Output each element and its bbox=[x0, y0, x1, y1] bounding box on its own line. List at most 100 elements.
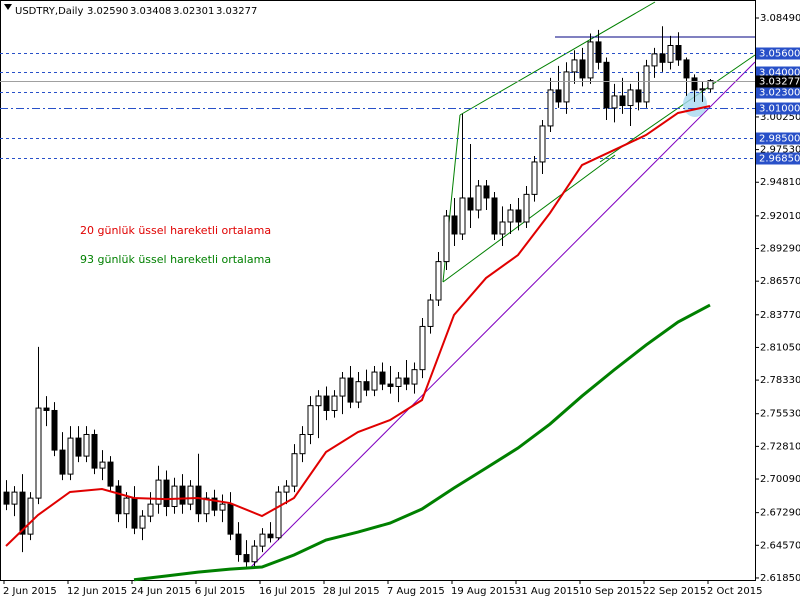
candle-body bbox=[235, 533, 242, 556]
candle-body bbox=[635, 89, 642, 103]
candle-body bbox=[323, 395, 330, 411]
candle-body bbox=[83, 433, 90, 457]
ohlc-open: 3.02590 bbox=[87, 6, 128, 17]
candle-body bbox=[587, 41, 594, 79]
candle-body bbox=[627, 89, 634, 107]
symbol-icon bbox=[4, 4, 12, 10]
candle-body bbox=[131, 497, 138, 529]
y-tick-label: 2.70090 bbox=[760, 474, 800, 485]
candle-body bbox=[387, 383, 394, 387]
candle-body bbox=[379, 371, 386, 385]
candle-body bbox=[179, 485, 186, 505]
y-tick-label: 2.72810 bbox=[760, 441, 800, 452]
x-tick-label: 12 Jun 2015 bbox=[67, 586, 127, 597]
candle-body bbox=[275, 491, 282, 539]
x-tick-label: 2 Oct 2015 bbox=[707, 586, 762, 597]
y-tick-label: 3.00250 bbox=[760, 112, 800, 123]
ohlc-close: 3.03277 bbox=[216, 6, 257, 17]
level-label: 3.01000 bbox=[759, 104, 800, 115]
x-tick-label: 24 Jun 2015 bbox=[131, 586, 191, 597]
trend-line bbox=[249, 61, 756, 569]
candle-body bbox=[67, 437, 74, 475]
y-tick-label: 2.81050 bbox=[760, 342, 800, 353]
candle-body bbox=[459, 197, 466, 235]
candle-body bbox=[51, 409, 58, 451]
candle-body bbox=[499, 221, 506, 235]
candle-body bbox=[267, 533, 274, 539]
candle-body bbox=[115, 485, 122, 515]
candle-body bbox=[27, 497, 34, 535]
candle-body bbox=[579, 59, 586, 79]
candle-body bbox=[339, 377, 346, 397]
candle-body bbox=[11, 491, 18, 505]
candle-body bbox=[555, 89, 562, 103]
candle-body bbox=[259, 533, 266, 547]
y-tick-label: 2.78330 bbox=[760, 375, 800, 386]
candle-body bbox=[219, 503, 226, 511]
candle-body bbox=[195, 485, 202, 515]
candle-body bbox=[35, 407, 42, 499]
level-label: 3.05600 bbox=[759, 49, 800, 60]
y-tick-label: 2.94810 bbox=[760, 177, 800, 188]
y-tick-label: 2.92010 bbox=[760, 211, 800, 222]
y-tick-label: 2.83770 bbox=[760, 310, 800, 321]
candle-body bbox=[347, 377, 354, 403]
candle-body bbox=[539, 125, 546, 163]
level-label-box bbox=[756, 102, 800, 115]
candle-body bbox=[611, 95, 618, 109]
candle-body bbox=[163, 479, 170, 508]
candle-body bbox=[491, 197, 498, 235]
candle-body bbox=[123, 497, 130, 515]
candle-body bbox=[603, 61, 610, 109]
candle-body bbox=[59, 449, 66, 475]
candle-body bbox=[75, 437, 82, 457]
candle-body bbox=[371, 371, 378, 391]
y-tick-label: 2.67290 bbox=[760, 508, 800, 519]
candle-body bbox=[139, 515, 146, 529]
candle-body bbox=[147, 503, 154, 517]
candle-body bbox=[523, 193, 530, 223]
candle-body bbox=[99, 461, 106, 469]
x-tick-label: 31 Aug 2015 bbox=[515, 586, 579, 597]
candle-body bbox=[291, 453, 298, 487]
candle-body bbox=[363, 381, 370, 391]
legend-entry: 93 günlük üssel hareketli ortalama bbox=[80, 253, 271, 266]
level-label-box bbox=[756, 47, 800, 60]
candle-body bbox=[243, 554, 250, 563]
candle-body bbox=[355, 381, 362, 403]
candle-body bbox=[667, 45, 674, 63]
candle-body bbox=[395, 377, 402, 387]
candle-body bbox=[283, 485, 290, 493]
trend-line bbox=[459, 1, 656, 116]
candle-body bbox=[443, 215, 450, 263]
candle-body bbox=[467, 197, 474, 211]
moving-average bbox=[133, 303, 711, 582]
candle-body bbox=[299, 433, 306, 455]
candle-body bbox=[595, 41, 602, 63]
x-tick-label: 16 Jul 2015 bbox=[259, 586, 316, 597]
level-label: 3.02300 bbox=[759, 88, 800, 99]
candle-body bbox=[699, 88, 706, 91]
ohlc-high: 3.03408 bbox=[130, 6, 171, 17]
candle-body bbox=[251, 545, 258, 563]
current-price-label: 3.03277 bbox=[759, 77, 800, 88]
candle-body bbox=[507, 209, 514, 223]
y-tick-label: 2.86570 bbox=[760, 276, 800, 287]
moving-average bbox=[5, 105, 711, 547]
y-tick-label: 2.97530 bbox=[760, 145, 800, 156]
candle-body bbox=[107, 461, 114, 487]
candle-body bbox=[211, 497, 218, 511]
candle-body bbox=[171, 485, 178, 508]
candle-body bbox=[3, 491, 10, 505]
candle-body bbox=[659, 53, 666, 63]
candle-body bbox=[563, 71, 570, 103]
candle-body bbox=[475, 185, 482, 211]
candle-body bbox=[643, 65, 650, 103]
ohlc-low: 3.02301 bbox=[173, 6, 214, 17]
candle-body bbox=[451, 215, 458, 235]
candle-body bbox=[43, 407, 50, 411]
candle-body bbox=[19, 491, 26, 535]
candle-body bbox=[307, 405, 314, 435]
candle-body bbox=[403, 377, 410, 385]
candle-body bbox=[187, 485, 194, 505]
